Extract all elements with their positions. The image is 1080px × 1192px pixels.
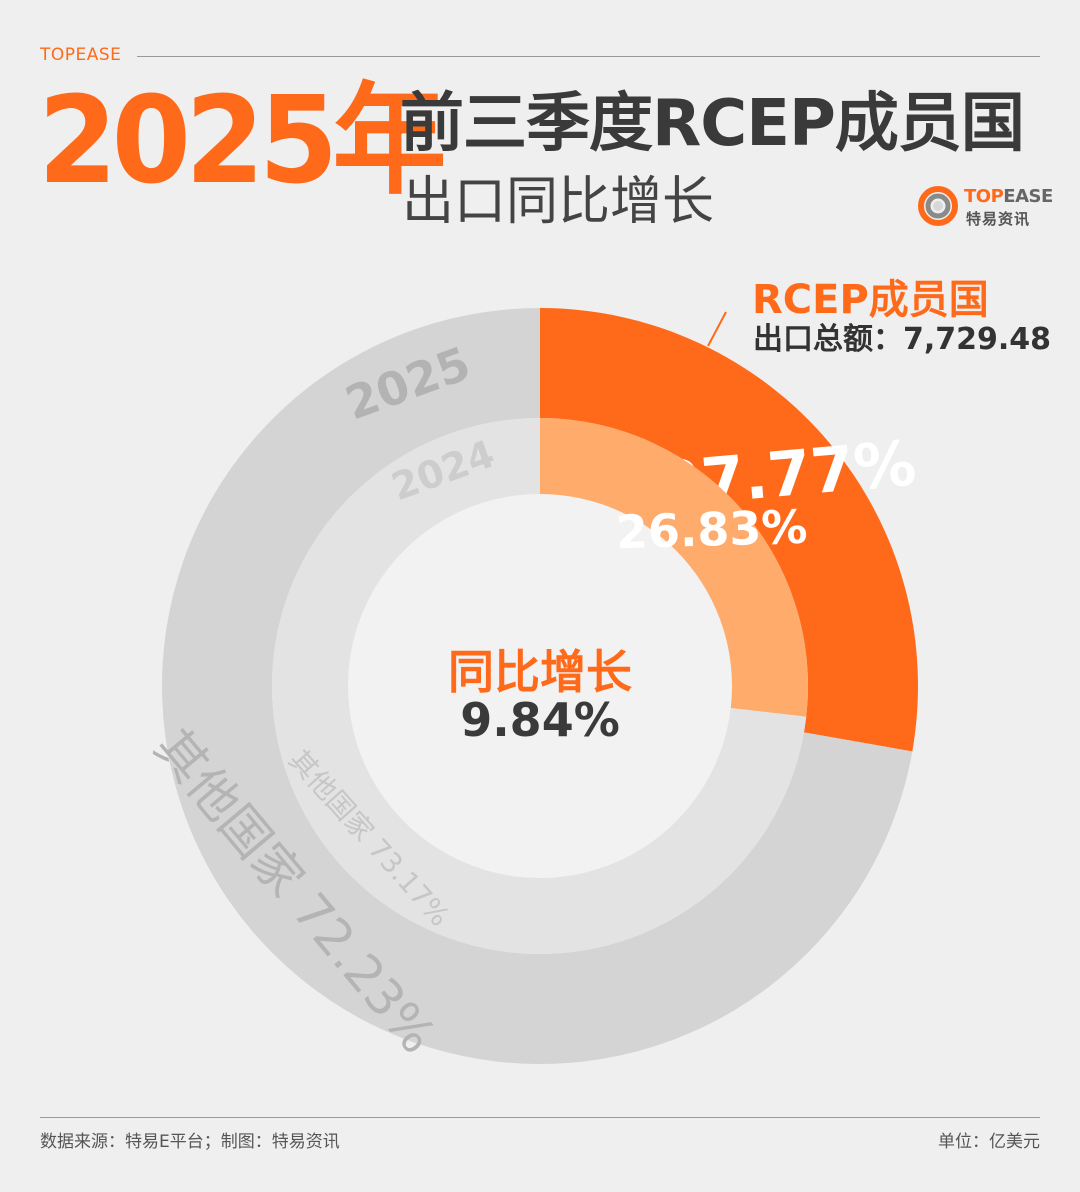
footer-divider — [40, 1117, 1040, 1118]
brand-label: TOPEASE — [40, 45, 122, 65]
slice-2024-rcep — [540, 418, 808, 717]
growth-label: 同比增长 — [448, 645, 632, 699]
logo-chinese-name: 特易资讯 — [966, 210, 1031, 228]
donut-center — [348, 494, 732, 878]
page-subtitle: 出口同比增长 — [402, 172, 715, 232]
slice-2025-others — [162, 308, 913, 1064]
callout-leader-line — [707, 311, 727, 347]
growth-value: 9.84% — [460, 693, 620, 747]
topease-logo: TOPEASE 特易资讯 — [918, 184, 1053, 228]
top-divider — [137, 56, 1040, 57]
callout-title: RCEP成员国 — [752, 277, 989, 323]
slice-2025-rcep — [540, 308, 919, 752]
slice-label-2024-rcep: 26.83% — [615, 500, 808, 560]
page-title: 前三季度RCEP成员国 — [400, 87, 1025, 161]
logo-wordmark: TOPEASE — [964, 186, 1053, 207]
year-title: 2025年 — [38, 72, 446, 211]
logo-ring-icon — [918, 186, 958, 226]
callout-value: 出口总额：7,729.48 — [753, 322, 1052, 357]
data-source: 数据来源：特易E平台；制图：特易资讯 — [40, 1132, 340, 1152]
unit-label: 单位：亿美元 — [938, 1132, 1040, 1152]
